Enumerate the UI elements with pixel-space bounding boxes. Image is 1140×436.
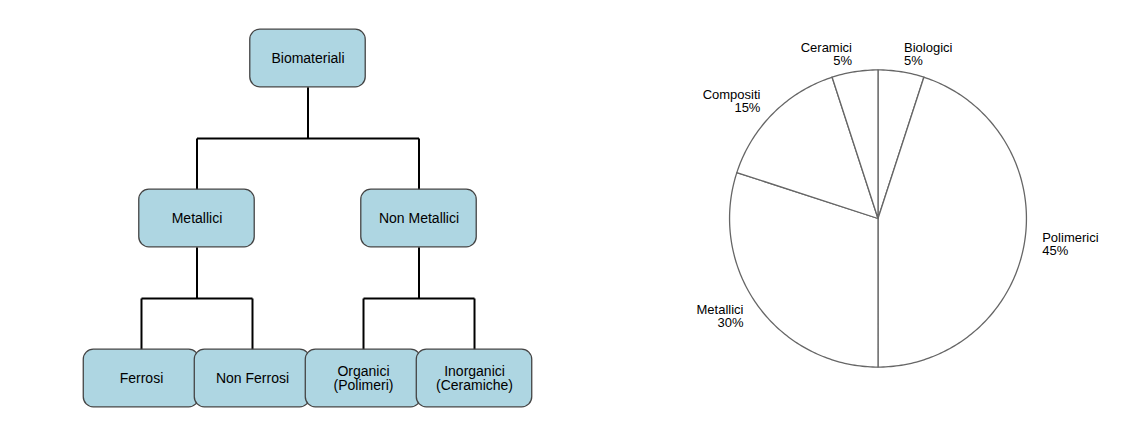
svg-text:Non Ferrosi: Non Ferrosi [216,370,289,386]
svg-text:Ferrosi: Ferrosi [120,370,164,386]
svg-text:Polimerici45%: Polimerici45% [1042,230,1098,258]
svg-text:Compositi15%: Compositi15% [703,86,761,114]
svg-text:Metallici: Metallici [172,210,223,226]
svg-text:Ceramici5%: Ceramici5% [801,40,853,68]
svg-text:Metallici30%: Metallici30% [697,302,744,330]
svg-text:Biomateriali: Biomateriali [271,50,344,66]
svg-text:Inorganici(Ceramiche): Inorganici(Ceramiche) [436,363,513,393]
svg-text:Organici(Polimeri): Organici(Polimeri) [334,363,394,393]
svg-text:Biologici5%: Biologici5% [904,40,953,68]
svg-text:Non Metallici: Non Metallici [379,210,459,226]
